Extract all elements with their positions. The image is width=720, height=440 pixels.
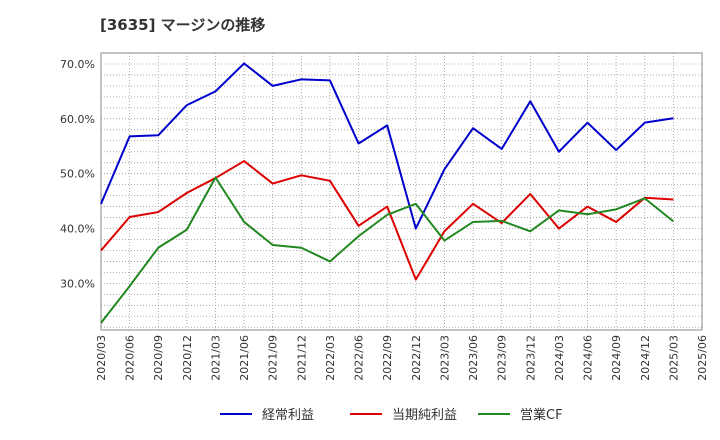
y-tick-label: 70.0%: [60, 58, 95, 71]
x-tick-label: 2022/12: [410, 335, 423, 381]
x-tick-label: 2020/12: [181, 335, 194, 381]
x-tick-label: 2022/06: [353, 335, 366, 381]
series-layer: [100, 62, 675, 324]
x-tick-label: 2023/03: [438, 335, 451, 381]
x-tick-label: 2021/03: [209, 335, 222, 381]
x-tick-label: 2021/12: [295, 335, 308, 381]
x-tick-label: 2025/03: [667, 335, 680, 381]
plot-frame: [100, 52, 703, 331]
y-tick-label: 50.0%: [60, 168, 95, 181]
y-tick-label: 60.0%: [60, 113, 95, 126]
x-tick-label: 2023/12: [524, 335, 537, 381]
y-tick-label: 40.0%: [60, 223, 95, 236]
x-tick-label: 2020/09: [152, 335, 165, 381]
x-tick-label: 2020/06: [124, 335, 137, 381]
x-axis-ticks: 2020/03 2020/06 2020/09 2020/12 2021/03 2021/…: [95, 335, 709, 381]
y-axis-ticks: 30.0% 40.0% 50.0% 60.0% 70.0%: [60, 58, 95, 290]
x-tick-label: 2023/09: [496, 335, 509, 381]
grid-layer: [101, 53, 702, 330]
x-tick-label: 2024/09: [610, 335, 623, 381]
x-tick-label: 2025/06: [696, 335, 709, 381]
x-tick-label: 2022/03: [324, 335, 337, 381]
legend-label-1: 経常利益: [262, 408, 314, 423]
legend: 経常利益 当期純利益 営業CF: [220, 407, 563, 423]
x-tick-label: 2023/06: [467, 335, 480, 381]
series-line-3: [100, 176, 675, 324]
series-line-1: [100, 62, 674, 230]
x-tick-label: 2024/03: [553, 335, 566, 381]
x-tick-label: 2022/09: [381, 335, 394, 381]
x-tick-label: 2020/03: [95, 335, 108, 381]
chart-title: [3635] マージンの推移: [100, 16, 266, 34]
y-tick-label: 30.0%: [60, 277, 95, 290]
legend-label-2: 当期純利益: [392, 408, 457, 423]
legend-label-3: 営業CF: [520, 407, 563, 423]
x-tick-label: 2024/12: [639, 335, 652, 381]
x-tick-label: 2021/06: [238, 335, 251, 381]
x-tick-label: 2024/06: [582, 335, 595, 381]
x-tick-label: 2021/09: [267, 335, 280, 381]
